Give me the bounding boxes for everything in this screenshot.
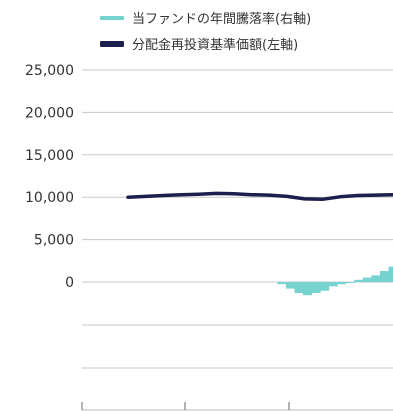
return-bar (311, 282, 321, 293)
return-bar (277, 282, 287, 285)
legend-label-nav: 分配金再投資基準価額(左軸) (132, 38, 299, 53)
return-bar (285, 282, 295, 289)
legend-item-return: 当ファンドの年間騰落率(右軸) (100, 8, 311, 27)
y-tick-label: 15,000 (25, 148, 74, 164)
return-bar (328, 282, 338, 287)
return-bar (294, 282, 304, 293)
legend-swatch-return (100, 15, 124, 20)
legend-label-return: 当ファンドの年間騰落率(右軸) (132, 12, 312, 27)
legend-item-nav: 分配金再投資基準価額(左軸) (100, 34, 298, 53)
return-bar (345, 282, 355, 283)
y-tick-label: 25,000 (25, 63, 74, 79)
y-tick-label: 20,000 (25, 105, 74, 121)
return-bar (371, 275, 381, 282)
legend-swatch-nav (100, 40, 124, 47)
return-bar (354, 279, 364, 282)
y-tick-label: 10,000 (25, 190, 74, 206)
y-tick-label: 5,000 (34, 233, 74, 249)
y-tick-label: 0 (65, 275, 74, 291)
return-bar (320, 282, 330, 291)
return-bar (379, 271, 389, 282)
return-bar (303, 282, 313, 296)
nav-line (126, 191, 393, 202)
return-bar (337, 282, 347, 285)
return-bar (362, 277, 372, 282)
return-bar (388, 266, 393, 282)
